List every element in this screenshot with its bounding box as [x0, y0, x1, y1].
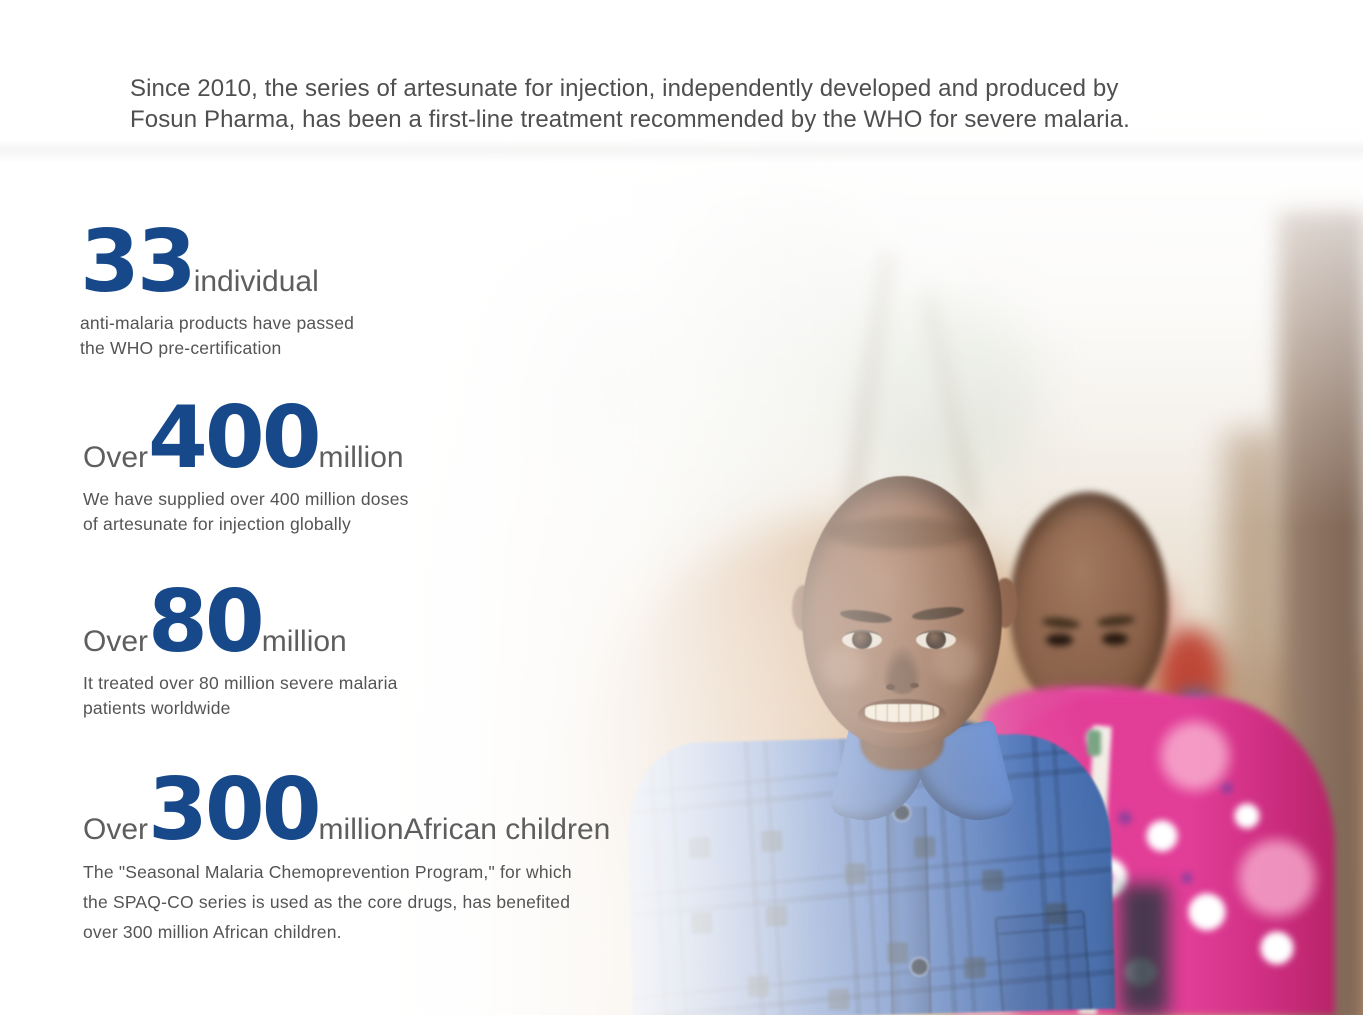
stat-block-children-benefited: Over 300 millionAfrican children The "Seas… — [83, 760, 611, 947]
intro-line-1: Since 2010, the series of artesunate for… — [130, 75, 1119, 102]
stat-description: anti-malaria products have passed the WH… — [80, 313, 355, 358]
stat-number: 80 — [148, 572, 265, 672]
stat-number: 400 — [148, 388, 322, 488]
photo-left-fade — [380, 0, 1363, 1015]
stat-suffix: million — [318, 441, 404, 474]
stat-suffix: million — [261, 625, 347, 658]
stat-description: The "Seasonal Malaria Chemoprevention Pr… — [83, 862, 572, 942]
intro-paragraph: Since 2010, the series of artesunate for… — [130, 73, 1130, 135]
stat-suffix: millionAfrican children — [318, 813, 611, 846]
stat-number: 300 — [148, 760, 322, 860]
stat-headline: 33 individual — [80, 212, 354, 312]
stat-prefix: Over — [83, 625, 149, 658]
header-divider-band — [0, 139, 1363, 163]
stat-block-patients-treated: Over 80 million It treated over 80 million… — [83, 572, 398, 720]
stat-description: It treated over 80 million severe malari… — [83, 673, 398, 718]
stat-block-who-certification: 33 individual anti-malaria products have … — [80, 212, 355, 360]
stat-prefix: Over — [83, 813, 149, 846]
stat-block-doses-supplied: Over 400 million We have supplied over 400… — [83, 388, 409, 536]
stat-suffix: individual — [193, 265, 319, 298]
intro-line-2: Fosun Pharma, has been a first-line trea… — [130, 106, 1130, 133]
stat-headline: Over 400 million — [83, 388, 409, 488]
stat-headline: Over 300 millionAfrican children — [83, 760, 611, 860]
stat-number: 33 — [80, 212, 197, 312]
stat-prefix: Over — [83, 441, 149, 474]
stat-headline: Over 80 million — [83, 572, 398, 672]
stat-description: We have supplied over 400 million doses … — [83, 489, 409, 534]
photo-children — [380, 0, 1363, 1015]
